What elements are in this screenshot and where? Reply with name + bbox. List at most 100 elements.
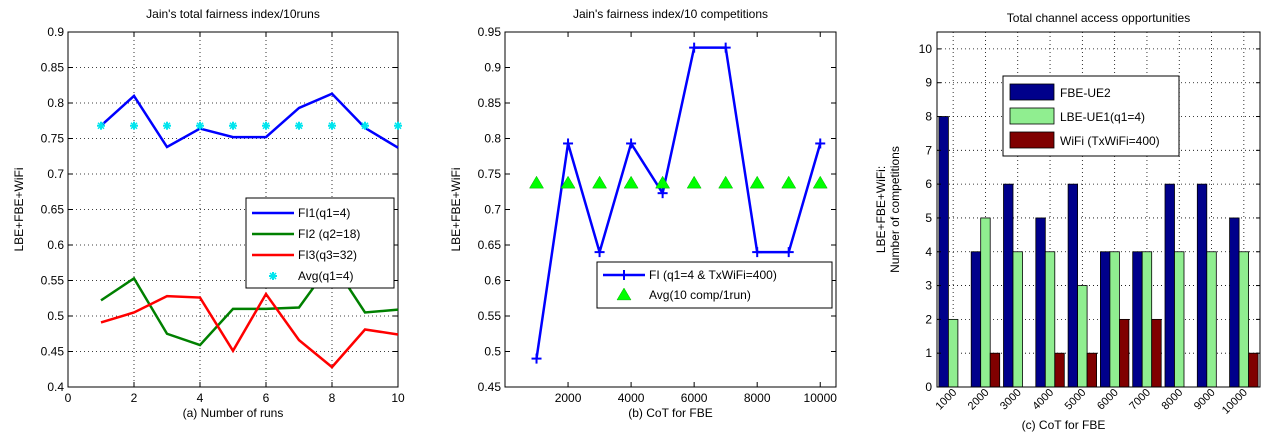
y-tick-label: 0.95 [478,25,502,39]
y-tick-label: 0.6 [484,274,501,288]
bar [980,217,991,388]
x-tick-label: 2 [131,391,138,405]
x-tick-label: 6 [263,391,270,405]
y-tick-label: 0.8 [47,96,64,110]
data-point-d2 [394,122,402,130]
x-tick-label: 9000 [1192,387,1218,413]
x-tick-label: 2000 [555,391,582,405]
bar [1206,251,1217,388]
data-point-d2 [130,122,138,130]
data-point-d2 [163,122,171,130]
legend-swatch-2 [1009,131,1055,149]
legend-label-1: Avg(10 comp/1run) [649,288,751,302]
y-tick-label: 0.45 [41,345,65,359]
series-line [100,92,399,149]
data-point [623,175,639,189]
series-1 [100,92,399,149]
data-point-d2 [361,122,369,130]
y-tick-label: 0.7 [484,203,501,217]
y-tick-label: 0.5 [484,345,501,359]
x-axis-label: (b) CoT for FBE [628,406,712,420]
x-tick-label: 6000 [681,391,708,405]
bar [1132,251,1143,388]
series-line [100,291,399,369]
y-tick-label: 9 [925,76,932,90]
data-point [592,175,608,189]
series-line [535,46,822,359]
x-tick-label: 10000 [804,391,838,405]
y-tick-label: 0.65 [478,238,502,252]
bar [1238,251,1249,388]
series-3 [100,291,399,369]
x-axis-label: (a) Number of runs [183,406,284,420]
series-4 [97,121,402,130]
y-axis-label: LBE+FBE+WiFi: [874,166,888,253]
chart-1: 0 2 4 6 8 10 0.4 0.45 0.5 0.55 0.6 0.65 0.7 0.75 0.8 0.… [12,7,405,420]
bar [1151,318,1162,388]
y-tick-label: 0.65 [41,203,65,217]
y-axis-label-line2: Number of competitions [888,146,902,273]
series-2 [529,175,828,189]
x-tick-label: 8 [329,391,336,405]
bar [948,318,959,388]
y-tick-label: 6 [925,177,932,191]
y-tick-label: 0 [925,380,932,394]
y-axis-label: LBE+FBE+WiFi [449,167,463,251]
x-tick-label: 4 [197,391,204,405]
data-point [686,175,702,189]
data-point [749,175,765,189]
legend: FI1(q1=4) FI2 (q2=18) FI3(q3=32) Avg(q1=4) [245,197,395,289]
y-tick-label: 5 [925,211,932,225]
data-point-d2 [97,122,105,130]
y-tick-label: 0.75 [41,132,65,146]
bar [1003,183,1014,388]
x-tick-label: 0 [65,391,72,405]
legend-label-1: FI2 (q2=18) [298,227,360,241]
bar [1035,217,1046,388]
legend-label-0: FI (q1=4 & TxWiFi=400) [649,268,777,282]
bar [1077,285,1088,388]
data-point-d2 [196,122,204,130]
y-tick-label: 0.8 [484,132,501,146]
data-point [812,175,828,189]
bar [1067,183,1078,388]
y-tick-label: 0.7 [47,167,64,181]
bar [970,251,982,388]
legend-box [596,261,833,309]
chart-2: 2000 4000 6000 8000 10000 0.45 0.5 0.55 0.6 0.65 0… [449,7,837,420]
legend-label-0: FI1(q1=4) [298,206,350,220]
bar-series-1 [938,116,1240,388]
data-point-d2 [262,122,270,130]
bar [1174,251,1185,388]
data-point-d2 [295,122,303,130]
x-axis-label: (c) CoT for FBE [1022,418,1106,432]
y-tick-label: 8 [925,110,932,124]
x-tick-label: 10 [391,391,405,405]
legend-label-2: FI3(q3=32) [298,248,357,262]
bar [1012,251,1023,388]
y-tick-label: 7 [925,143,932,157]
legend-label-0: FBE-UE2 [1060,86,1111,100]
x-tick-label: 4000 [618,391,645,405]
bar [1229,217,1240,388]
x-tick-label: 8000 [744,391,771,405]
y-tick-label: 0.5 [47,309,64,323]
bar [1086,352,1097,388]
y-tick-label: 0.55 [478,309,502,323]
legend: FI (q1=4 & TxWiFi=400) Avg(10 comp/1run) [596,261,833,309]
y-tick-label: 0.85 [41,61,65,75]
data-point-d2 [328,122,336,130]
x-tick-label: 10000 [1220,387,1250,417]
x-tick-label: 3000 [998,387,1024,413]
x-tick-label: 2000 [966,387,992,413]
data-point [560,175,576,189]
y-tick-label: 3 [925,279,932,293]
plot-frame [936,31,1261,388]
x-tick-label: 7000 [1127,387,1153,413]
data-point [781,175,797,189]
bar [989,352,1001,388]
x-tick-label: 1000 [933,387,959,413]
legend-label-3: Avg(q1=4) [298,269,353,283]
